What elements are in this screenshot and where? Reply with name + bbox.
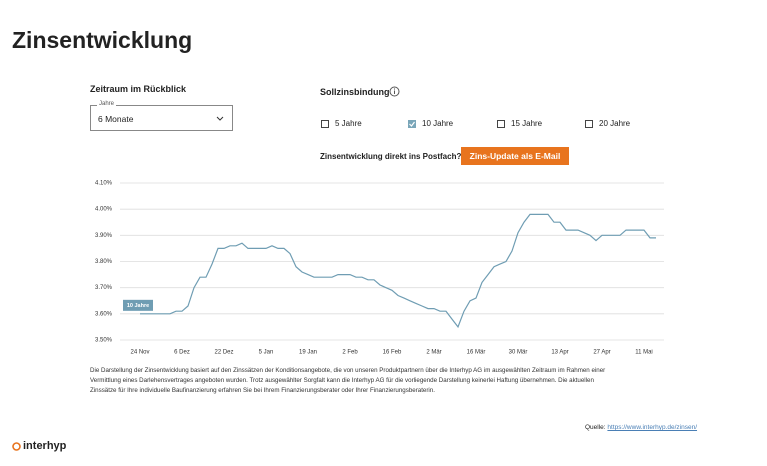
logo-icon <box>12 441 21 451</box>
x-tick-label: 6 Dez <box>174 350 190 356</box>
x-tick-label: 16 Feb <box>383 350 402 356</box>
disclaimer-line: Die Darstellung der Zinsentwicklung basi… <box>90 367 606 374</box>
page-title: Zinsentwicklung <box>12 27 193 53</box>
option-label: 20 Jahre <box>599 119 631 128</box>
option[interactable]: 15 Jahre <box>497 119 542 128</box>
option[interactable]: 20 Jahre <box>585 119 630 128</box>
source: Quelle: https://www.interhyp.de/zinsen/ <box>585 424 697 431</box>
chevron <box>216 116 224 121</box>
logo-text: interhyp <box>23 440 67 452</box>
check <box>409 121 415 127</box>
newsletter-button[interactable]: Zins-Update als E-Mail <box>461 147 569 165</box>
disclaimer-line: Vermittlung eines Darlehensvertrages ang… <box>90 377 594 384</box>
x-tick-label: 2 Mär <box>426 350 441 356</box>
logo: interhyp <box>12 440 66 452</box>
x-tick-label: 2 Feb <box>342 350 358 356</box>
series-line <box>140 213 656 329</box>
select-label: Jahre <box>97 101 117 107</box>
checkbox[interactable] <box>321 119 329 128</box>
zinsbindung-label: Sollzinsbindung <box>320 87 390 97</box>
x-tick-label: 19 Jan <box>299 350 317 356</box>
option-label: 10 Jahre <box>422 119 454 128</box>
option[interactable]: 10 Jahre <box>408 119 453 128</box>
source-label: Quelle: <box>585 424 606 431</box>
y-tick-label: 4.00% <box>95 207 113 213</box>
newsletter-text: Zinsentwicklung direkt ins Postfach? <box>320 152 462 161</box>
y-tick-label: 4.10% <box>95 181 113 187</box>
option[interactable]: 5 Jahre <box>321 119 362 128</box>
x-tick-label: 27 Apr <box>593 350 610 356</box>
checkbox[interactable] <box>497 119 505 128</box>
y-tick-label: 3.50% <box>95 338 113 344</box>
x-tick-label: 13 Apr <box>551 350 568 356</box>
select-value: 6 Monate <box>98 114 134 124</box>
option-label: 5 Jahre <box>335 119 362 128</box>
x-tick-label: 30 Mär <box>509 350 528 356</box>
zeitraum-label: Zeitraum im Rückblick <box>90 84 187 94</box>
source-link[interactable]: https://www.interhyp.de/zinsen/ <box>607 424 698 431</box>
chart: 3.50% 3.60% 3.70% 3.80% 3.90% 4.00% 4.10% 24 No… <box>95 181 664 356</box>
x-tick-label: 22 Dez <box>214 350 233 356</box>
x-tick-label: 5 Jan <box>259 350 274 356</box>
info-icon[interactable] <box>389 86 400 97</box>
checkbox[interactable] <box>585 119 593 128</box>
y-tick-label: 3.90% <box>95 233 113 239</box>
option-label: 15 Jahre <box>511 119 543 128</box>
series-badge <box>123 299 153 311</box>
y-tick-label: 3.80% <box>95 259 113 265</box>
zeitraum-select[interactable]: Jahre 6 Monate <box>90 101 233 131</box>
y-tick-label: 3.70% <box>95 285 113 291</box>
x-tick-label: 24 Nov <box>130 350 149 356</box>
series-name: 10 Jahre <box>127 303 149 309</box>
x-tick-label: 11 Mai <box>635 350 653 356</box>
disclaimer-line: Zinssätze für Ihre individuelle Baufinan… <box>90 387 435 394</box>
checkbox[interactable] <box>408 119 416 128</box>
y-tick-label: 3.60% <box>95 311 113 317</box>
x-tick-label: 16 Mär <box>467 350 486 356</box>
